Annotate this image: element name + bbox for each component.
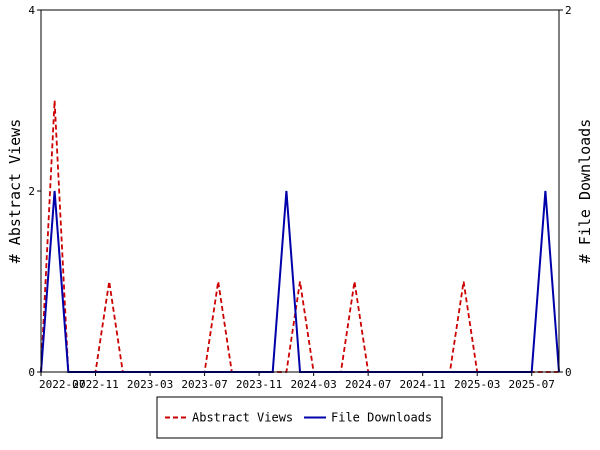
legend: Abstract Views File Downloads bbox=[156, 396, 443, 439]
left-tick-label: 2 bbox=[28, 185, 35, 198]
legend-label-file-downloads: File Downloads bbox=[331, 411, 432, 425]
plot-frame bbox=[40, 9, 560, 373]
x-tick-label: 2024-07 bbox=[345, 378, 391, 391]
right-tick-label: 2 bbox=[565, 4, 572, 17]
legend-label-abstract-views: Abstract Views bbox=[192, 411, 293, 425]
x-tick-label: 2022-11 bbox=[72, 378, 118, 391]
right-axis-ticks: 02 bbox=[559, 4, 572, 379]
x-tick-label: 2024-11 bbox=[400, 378, 446, 391]
x-tick-label: 2025-03 bbox=[454, 378, 500, 391]
right-axis-title: # File Downloads bbox=[576, 119, 594, 264]
x-tick-label: 2022-07 bbox=[39, 378, 85, 391]
x-tick-label: 2023-11 bbox=[236, 378, 282, 391]
x-tick-label: 2025-07 bbox=[509, 378, 555, 391]
left-axis-ticks: 0 2 4 bbox=[28, 4, 41, 379]
x-tick-label: 2023-07 bbox=[181, 378, 227, 391]
left-tick-label: 0 bbox=[28, 366, 35, 379]
left-axis-title: # Abstract Views bbox=[6, 119, 24, 264]
x-tick-label: 2024-03 bbox=[290, 378, 336, 391]
series-layer bbox=[40, 100, 560, 373]
left-tick-label: 4 bbox=[28, 4, 35, 17]
series-line-abstract-views bbox=[40, 100, 559, 373]
right-tick-label: 0 bbox=[565, 366, 572, 379]
legend-box bbox=[156, 396, 443, 439]
x-tick-label: 2023-03 bbox=[127, 378, 173, 391]
